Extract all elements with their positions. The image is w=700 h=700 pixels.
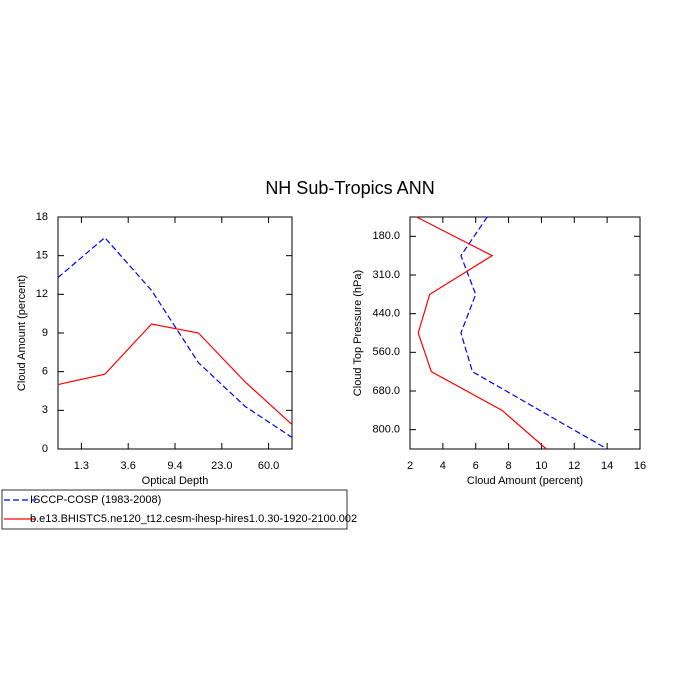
y-tick-label: 6 <box>42 366 48 378</box>
plot-frame <box>409 216 641 450</box>
y-tick-label: 310.0 <box>372 269 400 281</box>
y-tick-label: 440.0 <box>372 308 400 320</box>
x-tick-label: 1.3 <box>74 460 89 472</box>
x-tick-label: 23.0 <box>211 460 232 472</box>
x-tick-label: 2 <box>407 460 413 472</box>
series-line <box>460 216 608 450</box>
chart-title: NH Sub-Tropics ANN <box>265 178 434 198</box>
series-line <box>416 216 547 450</box>
legend-box <box>1 489 348 530</box>
y-tick-label: 3 <box>42 404 48 416</box>
x-tick-label: 8 <box>506 460 512 472</box>
y-tick-label: 800.0 <box>372 424 400 436</box>
legend-label: b.e13.BHISTC5.ne120_t12.cesm-ihesp-hires… <box>30 513 357 525</box>
y-tick-label: 9 <box>42 327 48 339</box>
series-line <box>57 236 293 438</box>
y-tick-label: 12 <box>36 288 48 300</box>
y-tick-label: 15 <box>36 250 48 262</box>
y-tick-label: 0 <box>42 443 48 455</box>
x-axis-label: Cloud Amount (percent) <box>467 475 583 487</box>
y-tick-label: 560.0 <box>372 346 400 358</box>
x-tick-label: 12 <box>568 460 580 472</box>
y-tick-label: 18 <box>36 211 48 223</box>
x-tick-label: 3.6 <box>121 460 136 472</box>
y-axis-label: Cloud Top Pressure (hPa) <box>352 270 364 396</box>
x-axis-label: Optical Depth <box>142 475 209 487</box>
x-tick-label: 6 <box>473 460 479 472</box>
y-tick-label: 180.0 <box>372 230 400 242</box>
x-tick-label: 4 <box>440 460 446 472</box>
x-tick-label: 10 <box>535 460 547 472</box>
series-line <box>57 323 293 425</box>
y-axis-label: Cloud Amount (percent) <box>16 275 28 391</box>
x-tick-label: 60.0 <box>258 460 279 472</box>
x-tick-label: 9.4 <box>167 460 182 472</box>
x-tick-label: 16 <box>634 460 646 472</box>
legend-label: ISCCP-COSP (1983-2008) <box>30 494 161 506</box>
x-tick-label: 14 <box>601 460 613 472</box>
plot-frame <box>57 216 293 450</box>
y-tick-label: 680.0 <box>372 385 400 397</box>
